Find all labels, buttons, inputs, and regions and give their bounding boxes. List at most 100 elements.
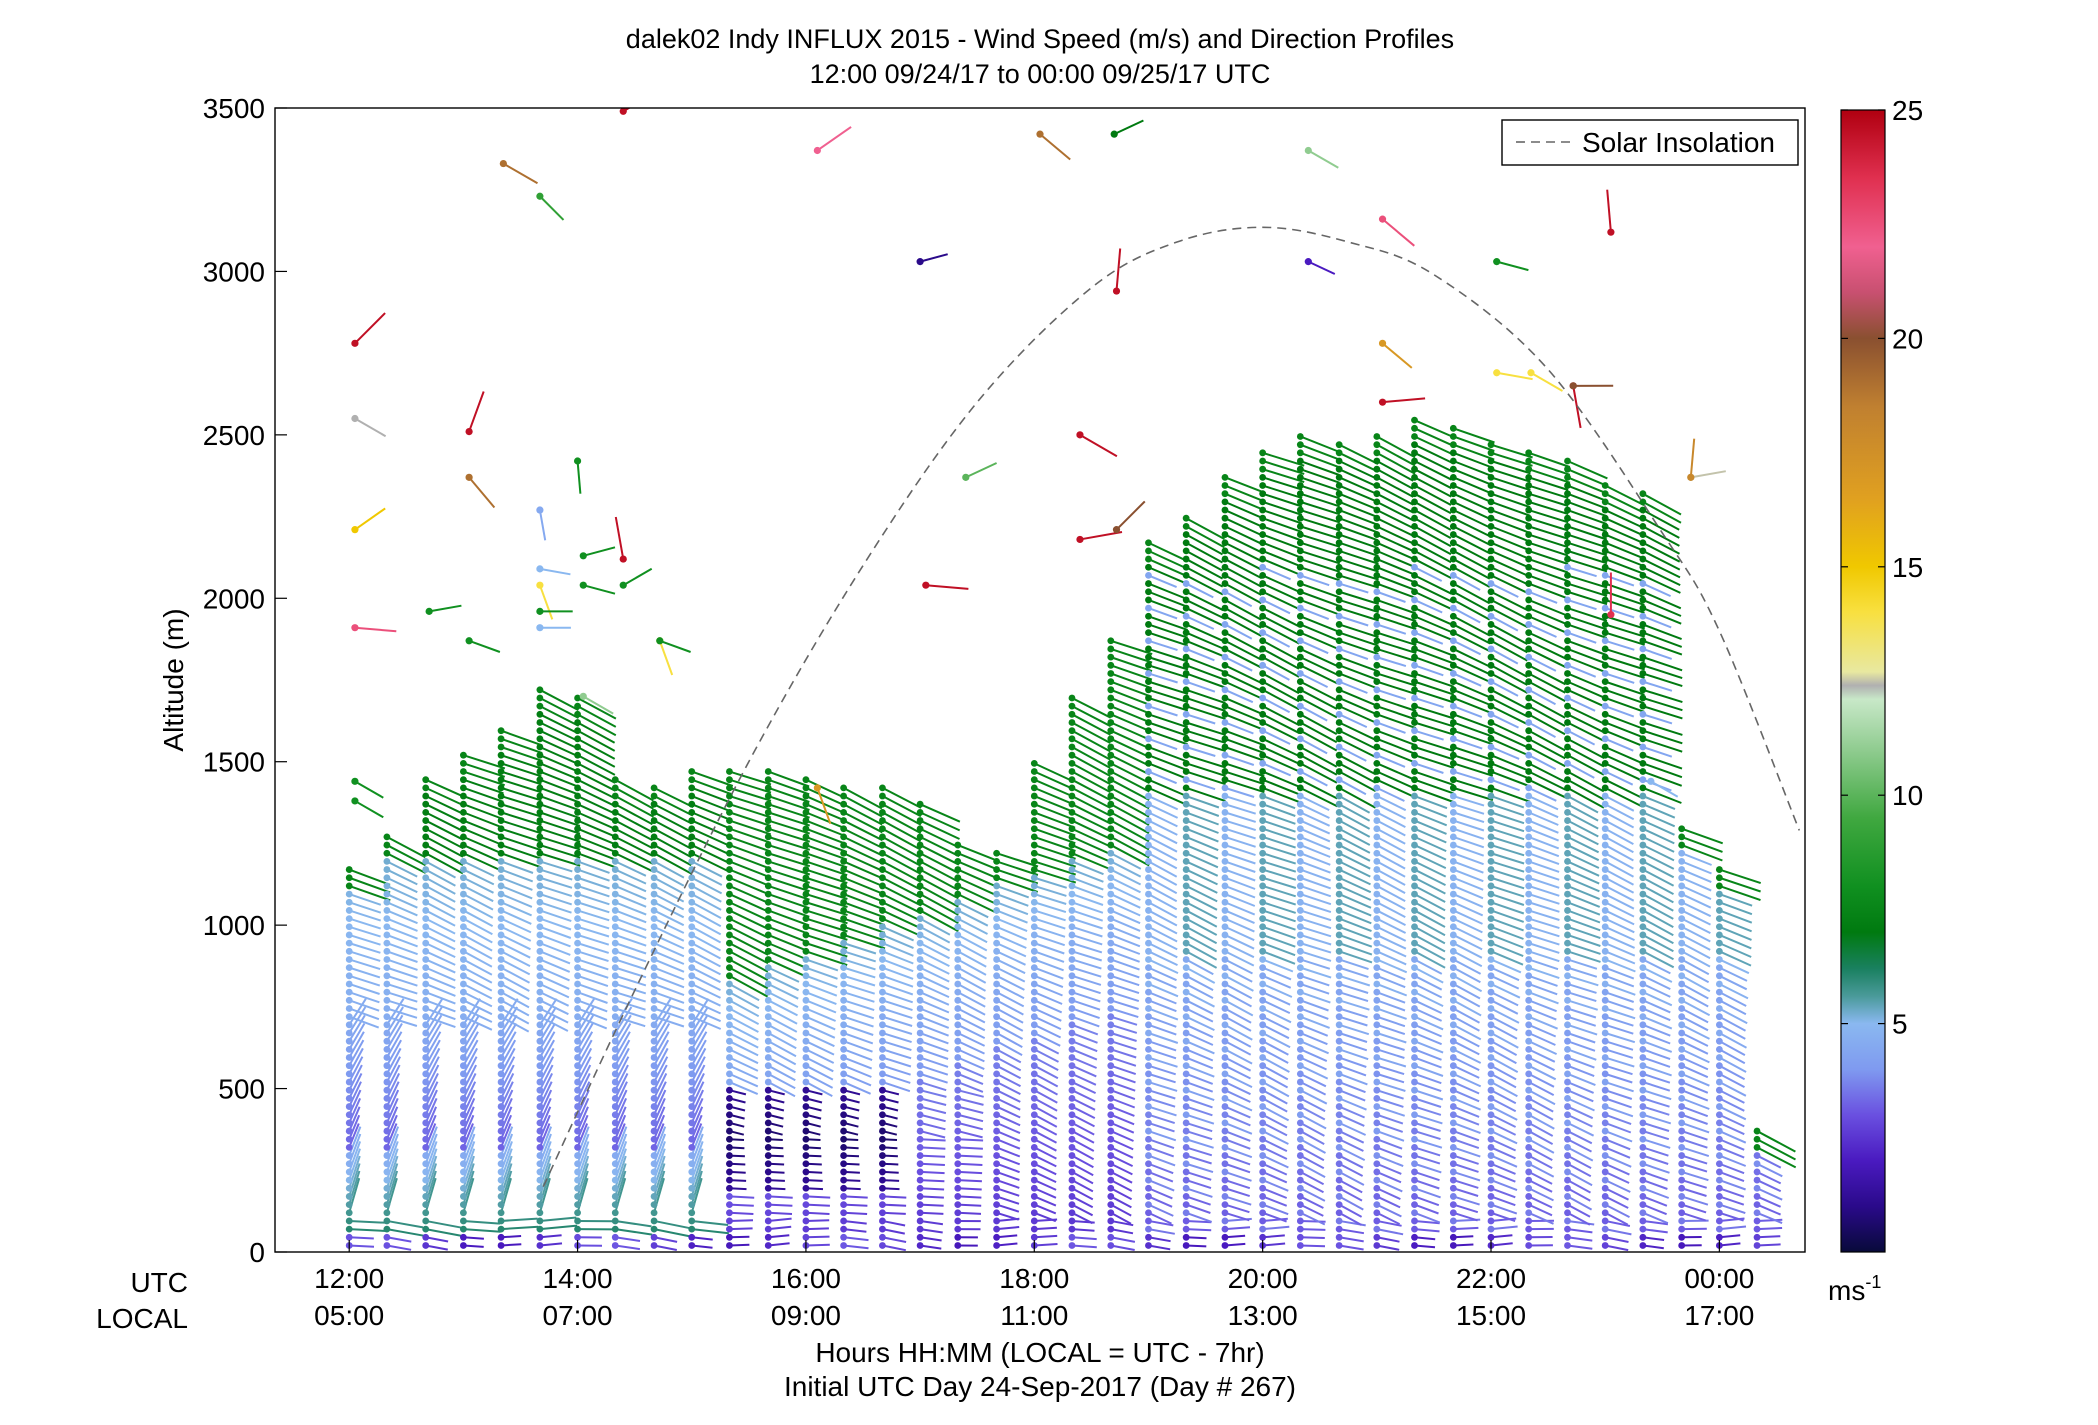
wind-barb: [1452, 607, 1481, 624]
wind-profile-column: [879, 784, 923, 1252]
wind-point: [1221, 514, 1229, 522]
wind-point: [1411, 539, 1418, 547]
wind-barb: [1338, 893, 1372, 909]
wind-point: [1182, 661, 1190, 669]
wind-point: [954, 1176, 962, 1184]
wind-barb: [1033, 1097, 1058, 1112]
wind-point: [1259, 670, 1267, 677]
wind-barb: [691, 876, 723, 895]
wind-barb: [1224, 942, 1255, 959]
wind-point: [650, 841, 658, 849]
wind-barb: [538, 1133, 552, 1165]
wind-point: [1564, 833, 1571, 841]
wind-point: [764, 1144, 772, 1151]
wind-point: [1449, 751, 1457, 759]
wind-barb: [1224, 607, 1262, 629]
wind-point: [1411, 449, 1418, 457]
wind-point: [383, 1054, 391, 1061]
wind-point: [650, 1086, 658, 1094]
wind-point: [536, 1070, 544, 1078]
wind-point: [1107, 890, 1115, 898]
wind-point: [1182, 1217, 1190, 1225]
wind-point: [840, 792, 848, 800]
wind-barb: [881, 836, 922, 859]
wind-barb: [653, 909, 685, 927]
wind-point: [611, 947, 619, 955]
wind-barb: [919, 811, 961, 832]
wind-barb: [1299, 631, 1339, 650]
wind-point: [1145, 890, 1152, 898]
wind-point: [879, 1127, 886, 1135]
wind-point: [383, 1005, 391, 1012]
wind-barb: [501, 1225, 539, 1231]
wind-point: [993, 1168, 1001, 1176]
wind-point: [688, 1029, 696, 1037]
wind-barb: [1338, 1211, 1362, 1226]
wind-barb: [1299, 1040, 1329, 1055]
wind-barb: [1567, 1097, 1595, 1112]
wind-barb: [1071, 721, 1111, 744]
wind-point: [1296, 1029, 1304, 1037]
wind-barb: [767, 934, 809, 953]
wind-barb: [1110, 1219, 1134, 1227]
wind-point: [764, 1242, 772, 1249]
wind-barb: [1452, 590, 1491, 613]
wind-barb: [1338, 1195, 1364, 1211]
wind-point: [1487, 1045, 1495, 1053]
wind-point: [1068, 1070, 1076, 1078]
wind-point: [1564, 1193, 1571, 1200]
wind-barb: [1033, 884, 1067, 897]
wind-point: [1449, 923, 1457, 931]
wind-barb: [691, 966, 721, 984]
wind-point: [1107, 980, 1115, 988]
wind-barb: [1604, 1105, 1634, 1118]
wind-point: [536, 907, 544, 914]
wind-barb: [690, 1081, 705, 1107]
wind-point: [1411, 482, 1418, 489]
wind-point: [536, 1086, 544, 1094]
wind-barb: [539, 697, 579, 719]
wind-point: [1182, 645, 1190, 653]
wind-point: [1601, 670, 1609, 677]
wind-barb: [1414, 631, 1444, 645]
wind-point: [1182, 1184, 1190, 1192]
wind-barb: [1490, 623, 1528, 645]
wind-barb: [881, 852, 922, 875]
wind-barb: [1148, 950, 1178, 967]
wind-barb: [767, 868, 811, 884]
wind-point: [1373, 1225, 1381, 1233]
wind-barb: [1528, 737, 1566, 760]
wind-barb: [500, 770, 542, 786]
wind-barb: [539, 1242, 563, 1247]
wind-point: [650, 923, 658, 931]
wind-point: [1373, 1054, 1381, 1061]
wind-point: [726, 964, 733, 972]
wind-point: [1601, 1242, 1609, 1249]
wind-point: [1182, 776, 1190, 784]
wind-barb: [1528, 639, 1567, 660]
wind-barb: [1567, 901, 1601, 916]
wind-point: [802, 800, 810, 808]
wind-barb: [919, 1023, 949, 1037]
wind-point: [1373, 1193, 1381, 1200]
wind-barb: [805, 983, 838, 997]
wind-point: [954, 1193, 962, 1200]
wind-point: [840, 1217, 848, 1225]
wind-barb: [957, 966, 987, 984]
wind-point: [1411, 808, 1418, 816]
wind-profile-column: [1525, 449, 1571, 1249]
wind-barb: [1490, 468, 1531, 483]
wind-point: [1259, 923, 1267, 931]
wind-point: [1564, 596, 1571, 604]
wind-point: [1221, 1103, 1229, 1110]
wind-barb: [1414, 1121, 1441, 1132]
wind-barb: [1148, 958, 1179, 975]
wind-point: [1601, 874, 1609, 882]
wind-point: [345, 1111, 353, 1119]
wind-barb: [1452, 680, 1492, 699]
wind-barb: [1299, 451, 1342, 469]
wind-point: [1449, 907, 1457, 914]
wind-point: [1259, 833, 1267, 841]
wind-barb: [424, 1039, 441, 1067]
wind-barb: [1528, 1179, 1553, 1193]
